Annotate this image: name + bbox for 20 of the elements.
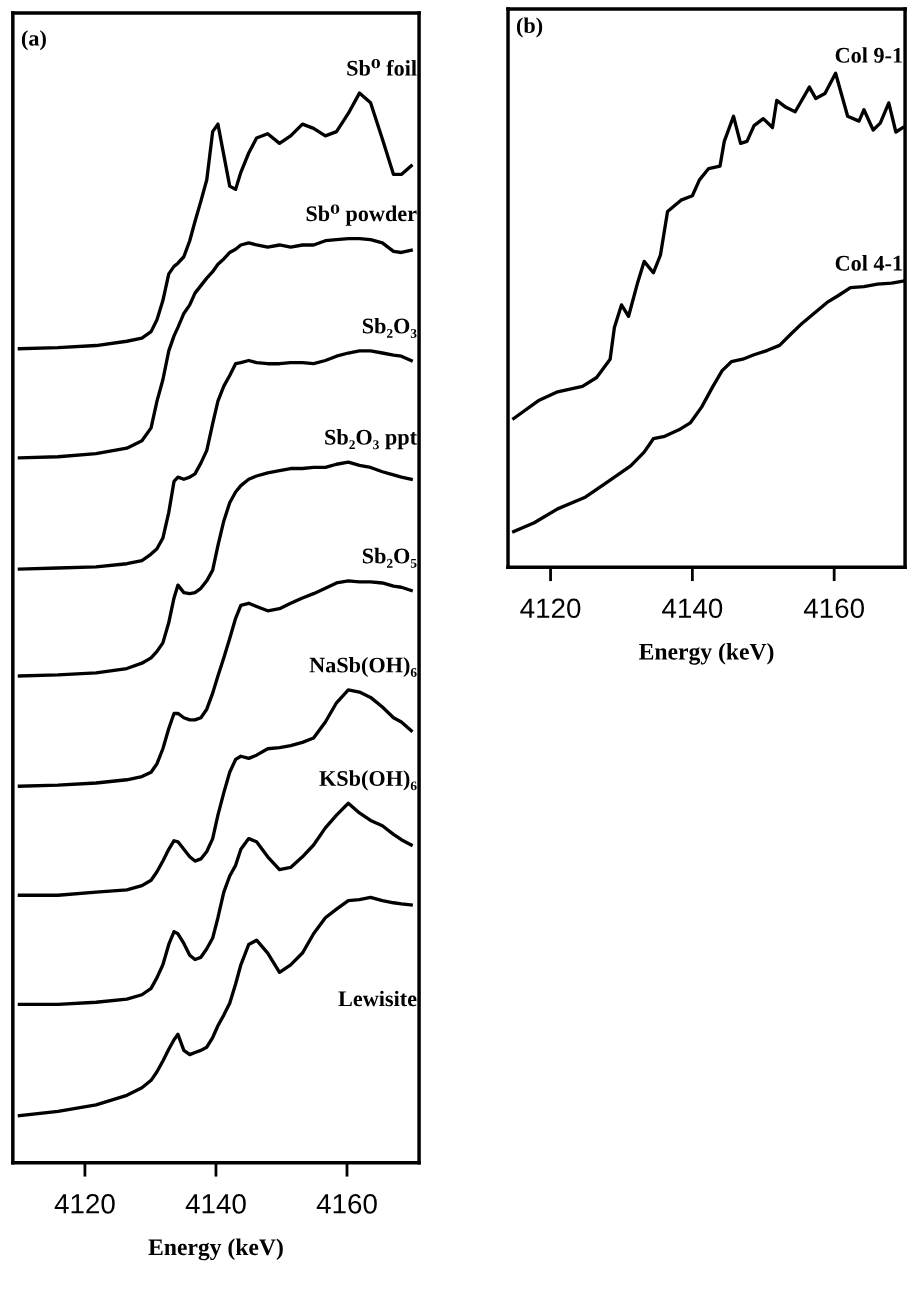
text: (b) [516, 17, 543, 38]
series-label: Sb⁰ powder [306, 204, 417, 226]
text: (a) [21, 30, 46, 51]
x-tick-label: 4160 [803, 598, 864, 619]
x-tick-label: 4140 [662, 598, 723, 619]
x-axis-title: Energy (keV) [639, 643, 774, 665]
series-label: Col 9-1 [835, 47, 902, 63]
series-label: Sb₂O₅ [362, 547, 417, 568]
text: Lewisite [338, 990, 417, 1007]
series-label: Sb⁰ foil [347, 59, 417, 76]
x-tick-label: 4140 [185, 1193, 246, 1214]
series-label: Sb₂O₃ [362, 317, 417, 338]
x-tick-label: 4160 [316, 1193, 377, 1214]
series-label: KSb(OH)₆ [319, 770, 417, 791]
x-tick-label: 4120 [520, 598, 581, 619]
series-label: NaSb(OH)₆ [309, 656, 417, 678]
series-label: Col 4-1 [835, 255, 902, 271]
series-label: Sb₂O₃ ppt [325, 429, 417, 450]
x-tick-label: 4120 [54, 1193, 115, 1214]
x-axis-title: Energy (keV) [148, 1238, 283, 1261]
